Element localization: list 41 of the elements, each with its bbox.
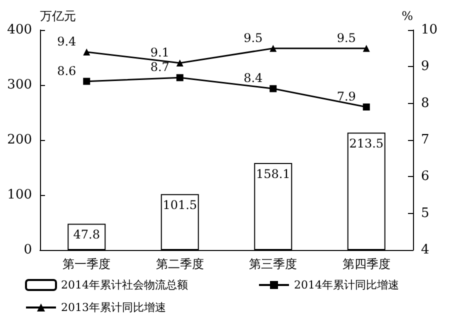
data-label: 9.5 <box>244 30 263 45</box>
y2-tick-label: 4 <box>421 242 430 258</box>
point <box>83 78 90 85</box>
x-tick-label: 第一季度 <box>62 257 111 271</box>
point <box>362 104 370 110</box>
legend-label: 2013年累计同比增速 <box>61 301 166 314</box>
y2-tick-label: 10 <box>421 22 438 38</box>
data-label: 9.5 <box>336 30 356 45</box>
data-label: 8.4 <box>244 71 264 86</box>
data-label: 158.1 <box>256 167 290 182</box>
y2-tick-label: 5 <box>421 206 430 221</box>
point <box>176 60 184 66</box>
data-label: 101.5 <box>162 198 198 212</box>
x-tick-label: 第四季度 <box>342 257 390 271</box>
data-label: 9.1 <box>150 46 170 60</box>
point <box>270 44 277 52</box>
y2-tick-label: 6 <box>421 169 430 184</box>
data-label: 47.8 <box>73 228 100 242</box>
x-tick-label: 第二季度 <box>156 257 204 271</box>
data-label: 213.5 <box>349 136 384 151</box>
y2-axis-title: % <box>402 9 413 23</box>
y-tick-label: 0 <box>24 242 32 258</box>
point <box>362 44 370 52</box>
y2-tick-label: 8 <box>421 96 430 111</box>
legend-label: 2014年累计同比增速 <box>294 278 399 292</box>
y2-tick-label: 7 <box>421 132 430 148</box>
point <box>83 48 90 56</box>
data-label: 8.7 <box>150 60 170 74</box>
point <box>176 74 184 82</box>
y-axis-title: 万亿元 <box>40 9 76 23</box>
x-tick-label: 第三季度 <box>249 257 298 271</box>
legend-label: 2014年累计社会物流总额 <box>61 278 188 292</box>
data-label: 7.9 <box>336 90 356 104</box>
y2-tick-label: 9 <box>421 59 430 74</box>
y-tick-label: 400 <box>7 22 32 38</box>
point <box>270 85 277 92</box>
y-tick-label: 300 <box>7 78 32 92</box>
data-label: 9.4 <box>57 34 77 48</box>
y-tick-label: 100 <box>7 188 32 202</box>
data-label: 8.6 <box>57 64 76 78</box>
y-tick-label: 200 <box>7 132 32 148</box>
